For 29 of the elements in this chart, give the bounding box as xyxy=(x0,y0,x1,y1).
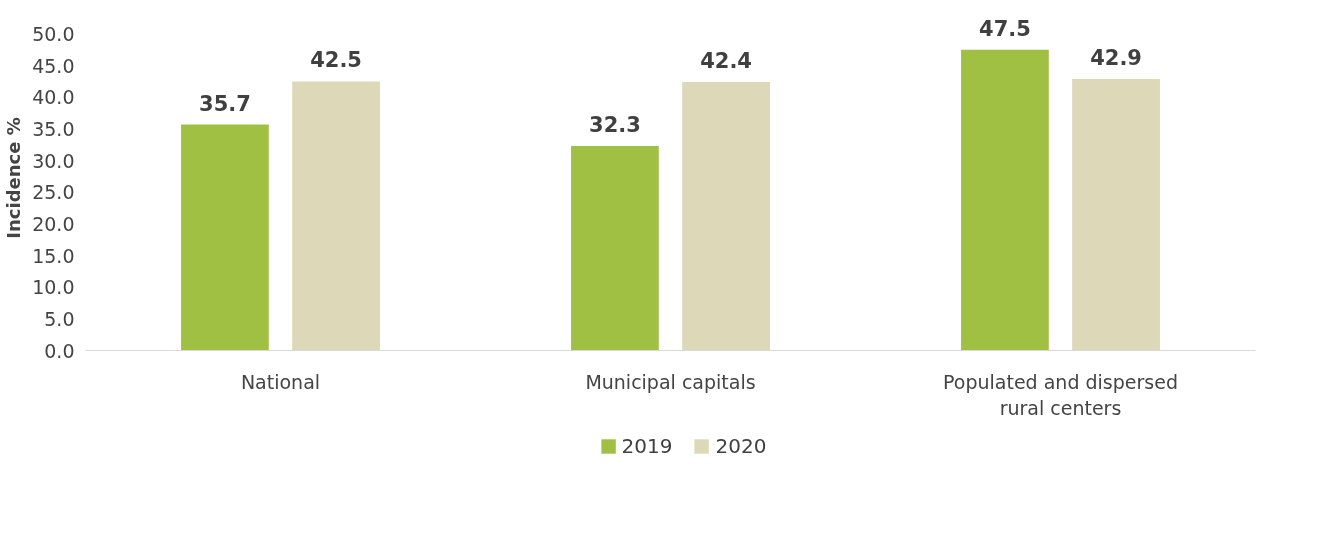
data-label: 42.4 xyxy=(700,49,752,74)
bar xyxy=(1072,78,1160,351)
x-tick-label: Municipal capitals xyxy=(585,370,756,393)
data-label: 32.3 xyxy=(589,113,641,138)
y-tick-label: 15.0 xyxy=(32,244,75,267)
y-tick-label: 10.0 xyxy=(32,276,75,299)
y-tick-label: 30.0 xyxy=(32,149,75,172)
y-tick-label: 20.0 xyxy=(32,212,75,235)
data-label: 42.9 xyxy=(1090,45,1142,70)
y-tick-label: 45.0 xyxy=(32,54,75,77)
data-label: 47.5 xyxy=(979,16,1031,41)
y-tick-label: 0.0 xyxy=(44,339,75,362)
legend-label: 2019 xyxy=(621,434,673,458)
legend-label: 2020 xyxy=(715,434,767,458)
y-axis-title: Incidence % xyxy=(3,117,25,239)
bar xyxy=(181,124,269,351)
bar xyxy=(571,146,659,351)
data-label: 42.5 xyxy=(310,48,362,73)
bar xyxy=(682,82,770,351)
x-tick-label: National xyxy=(240,370,321,393)
bar xyxy=(292,81,380,351)
y-tick-label: 5.0 xyxy=(44,307,75,330)
data-label: 35.7 xyxy=(199,91,251,116)
x-tick-label: Populated and dispersed rural centers xyxy=(943,370,1178,419)
y-tick-label: 40.0 xyxy=(32,86,75,109)
bar xyxy=(961,49,1049,351)
y-tick-label: 25.0 xyxy=(32,181,75,204)
y-tick-label: 35.0 xyxy=(32,117,75,140)
y-tick-label: 50.0 xyxy=(32,22,75,45)
